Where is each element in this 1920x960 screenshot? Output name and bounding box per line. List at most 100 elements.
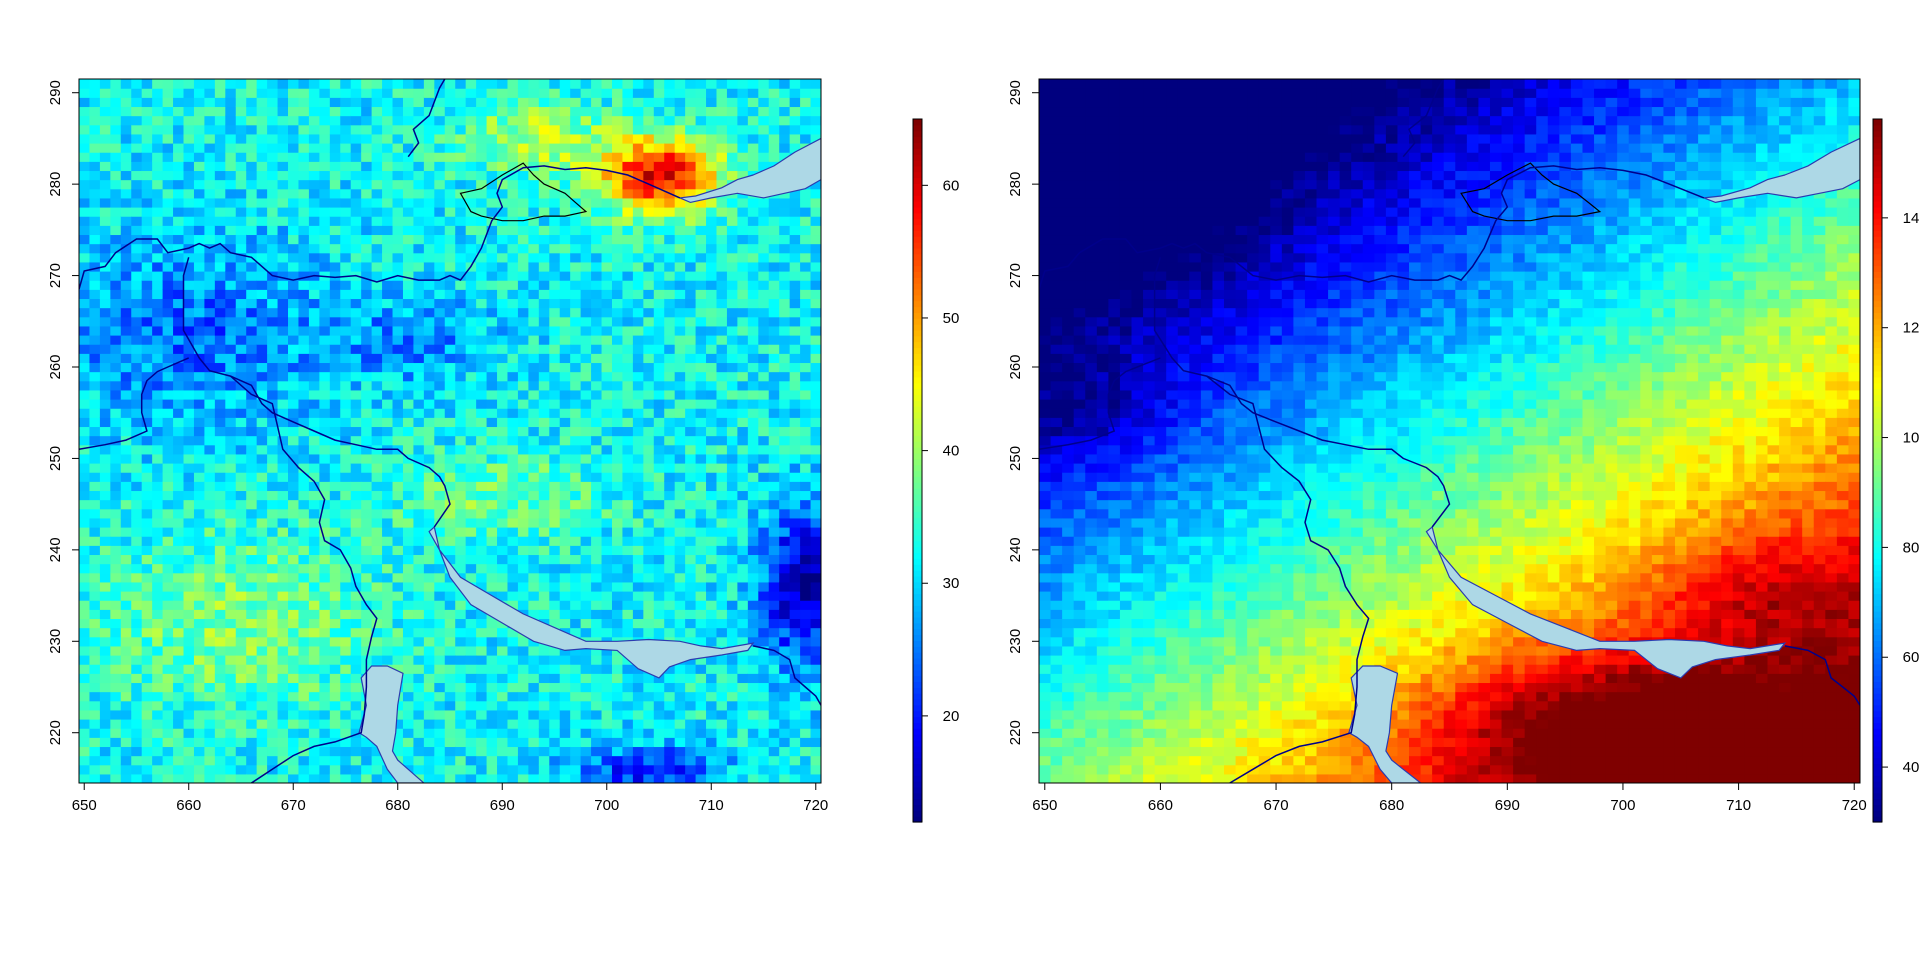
heatmap-cell	[434, 691, 446, 702]
heatmap-cell	[434, 709, 446, 720]
heatmap-cell	[152, 719, 164, 729]
heatmap-cell	[361, 627, 373, 638]
heatmap-cell	[726, 261, 738, 272]
heatmap-cell	[204, 298, 216, 309]
heatmap-cell	[486, 234, 498, 245]
heatmap-cell	[235, 572, 247, 583]
heatmap-cell	[99, 719, 111, 729]
heatmap-cell	[382, 252, 394, 263]
heatmap-cell	[225, 225, 237, 236]
heatmap-cell	[319, 737, 331, 748]
heatmap-cell	[747, 261, 759, 272]
heatmap-cell	[455, 152, 467, 162]
heatmap-cell	[340, 591, 352, 601]
heatmap-cell	[277, 170, 289, 181]
heatmap-cell	[413, 124, 425, 135]
heatmap-cell	[413, 545, 425, 556]
heatmap-cell	[413, 106, 425, 117]
heatmap-cell	[402, 472, 415, 482]
heatmap-cell	[256, 435, 268, 446]
heatmap-cell	[497, 88, 509, 98]
heatmap-cell	[141, 79, 153, 89]
heatmap-cell	[476, 79, 488, 89]
heatmap-cell	[695, 572, 707, 583]
heatmap-cell	[434, 773, 446, 783]
heatmap-cell	[611, 417, 624, 428]
heatmap-cell	[288, 243, 300, 254]
heatmap-cell	[340, 700, 352, 711]
heatmap-cell	[674, 316, 686, 327]
heatmap-cell	[601, 645, 613, 656]
heatmap-cell	[256, 655, 268, 665]
heatmap-cell	[141, 225, 153, 236]
heatmap-cell	[685, 389, 697, 400]
heatmap-cell	[737, 709, 749, 720]
heatmap-cell	[538, 170, 550, 181]
heatmap-cell	[517, 435, 529, 446]
heatmap-cell	[152, 682, 164, 693]
heatmap-cell	[591, 335, 603, 345]
heatmap-cell	[643, 554, 655, 565]
heatmap-cell	[423, 609, 435, 620]
heatmap-cell	[99, 499, 111, 510]
heatmap-cell	[444, 399, 456, 409]
heatmap-cell	[298, 527, 310, 537]
heatmap-cell	[256, 691, 268, 702]
heatmap-cell	[120, 636, 132, 647]
heatmap-cell	[173, 655, 185, 665]
heatmap-cell	[382, 344, 394, 354]
heatmap-cell	[611, 554, 624, 565]
heatmap-cell	[643, 316, 655, 327]
heatmap-cell	[476, 618, 488, 629]
heatmap-cell	[611, 664, 624, 674]
heatmap-cell	[288, 133, 300, 144]
heatmap-cell	[267, 280, 279, 290]
heatmap-cell	[747, 252, 759, 263]
heatmap-cell	[706, 517, 718, 528]
heatmap-cell	[183, 298, 195, 309]
heatmap-cell	[517, 490, 529, 501]
heatmap-cell	[225, 115, 237, 126]
heatmap-cell	[120, 417, 132, 428]
heatmap-cell	[193, 207, 206, 217]
heatmap-cell	[747, 289, 759, 300]
heatmap-cell	[601, 737, 613, 748]
heatmap-cell	[308, 463, 320, 473]
heatmap-cell	[601, 197, 613, 208]
heatmap-cell	[288, 197, 300, 208]
heatmap-cell	[131, 755, 143, 766]
heatmap-cell	[204, 435, 216, 446]
heatmap-cell	[256, 380, 268, 391]
heatmap-cell	[434, 645, 446, 656]
heatmap-cell	[559, 691, 571, 702]
heatmap-cell	[695, 499, 707, 510]
heatmap-cell	[497, 755, 509, 766]
heatmap-cell	[110, 124, 122, 135]
heatmap-cell	[298, 426, 310, 437]
heatmap-cell	[382, 609, 394, 620]
heatmap-cell	[591, 545, 603, 556]
heatmap-cell	[413, 325, 425, 336]
heatmap-cell	[716, 499, 728, 510]
heatmap-cell	[350, 161, 362, 172]
heatmap-cell	[152, 545, 164, 556]
heatmap-cell	[726, 307, 738, 318]
heatmap-cell	[434, 627, 446, 638]
heatmap-cell	[120, 609, 132, 620]
heatmap-cell	[497, 417, 509, 428]
heatmap-cell	[580, 271, 592, 281]
heatmap-cell	[507, 664, 519, 674]
heatmap-cell	[559, 344, 571, 354]
heatmap-cell	[570, 581, 582, 592]
heatmap-cell	[423, 106, 435, 117]
heatmap-cell	[674, 371, 686, 382]
heatmap-cell	[141, 399, 153, 409]
heatmap-cell	[152, 453, 164, 464]
heatmap-cell	[591, 453, 603, 464]
heatmap-cell	[350, 554, 362, 565]
heatmap-cell	[747, 216, 759, 226]
heatmap-cell	[591, 261, 603, 272]
heatmap-cell	[288, 645, 300, 656]
heatmap-cell	[706, 243, 718, 254]
heatmap-cell	[308, 709, 320, 720]
